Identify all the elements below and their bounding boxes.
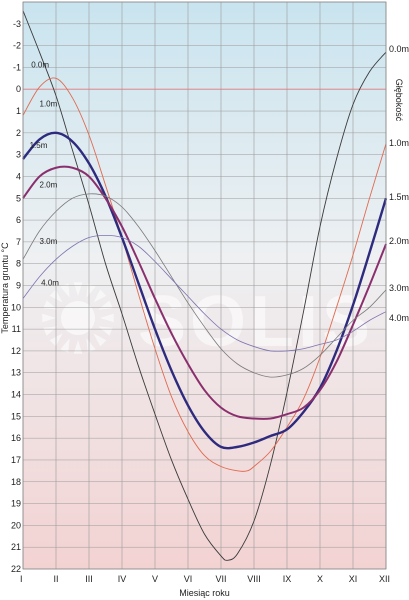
watermark-sun-icon (42, 282, 114, 354)
plot-frame (22, 1, 387, 570)
y-tick-label: 11 (12, 324, 21, 334)
y-tick-label: 6 (16, 215, 21, 225)
x-tick-label: V (152, 574, 158, 584)
curve-label-1-5m: 1.5m (30, 141, 48, 150)
x-tick-label: I (20, 574, 23, 584)
x-axis-ticks: I II III IV V VI VII VIII IX X XI XII (20, 574, 390, 584)
series-layer (22, 10, 388, 561)
y-tick-label: 17 (11, 455, 21, 465)
y-tick-label: 21 (11, 542, 21, 552)
y-tick-label: -3 (13, 19, 21, 29)
series-line-4-0m (22, 234, 387, 352)
x-tick-label: VIII (247, 574, 261, 584)
curve-label-2-0m: 2.0m (40, 180, 58, 189)
curve-labels: 0.0m 1.0m 1.5m 2.0m 3.0m 4.0m (30, 60, 60, 287)
series-line-2-0m (22, 165, 387, 420)
y-tick-label: 14 (11, 390, 21, 400)
y-tick-label: 8 (16, 259, 21, 269)
y-tick-label: 7 (16, 237, 21, 247)
curve-label-1-0m: 1.0m (40, 100, 58, 109)
x-tick-label: XI (349, 574, 358, 584)
y-tick-label: -1 (13, 62, 21, 72)
series-line-0-0m (22, 10, 387, 561)
y-axis-ticks: -3-2-10123456789101112131415161718192021… (11, 19, 21, 574)
x-tick-label: XII (379, 574, 390, 584)
y-tick-label: 9 (16, 281, 21, 291)
y-tick-label: -2 (13, 41, 21, 51)
x-axis-title: Miesiąc roku (179, 588, 230, 598)
y-tick-label: 0 (16, 84, 21, 94)
y-tick-label: 10 (11, 302, 21, 312)
y-tick-label: 3 (16, 150, 21, 160)
y-axis-title: Temperatura gruntu °C (0, 242, 10, 334)
depth-label: 2.0m (389, 236, 409, 246)
y-tick-label: 5 (16, 193, 21, 203)
x-tick-label: VII (215, 574, 226, 584)
depth-label: 1.5m (389, 192, 409, 202)
depth-label: 1.0m (389, 138, 409, 148)
y-tick-label: 19 (11, 499, 21, 509)
y-tick-label: 4 (16, 171, 21, 181)
depth-label: 3.0m (389, 283, 409, 293)
depth-label: 4.0m (389, 313, 409, 323)
y-tick-label: 2 (16, 128, 21, 138)
x-tick-label: IX (283, 574, 292, 584)
y-tick-label: 18 (11, 477, 21, 487)
x-tick-label: X (317, 574, 323, 584)
y-tick-label: 12 (11, 346, 21, 356)
x-tick-label: IV (118, 574, 127, 584)
depth-label: 0.0m (389, 44, 409, 54)
y-tick-label: 15 (11, 411, 21, 421)
curve-label-3-0m: 3.0m (40, 237, 58, 246)
y-tick-label: 20 (11, 520, 21, 530)
y-tick-label: 22 (11, 564, 21, 574)
y-tick-label: 1 (16, 106, 21, 116)
curve-label-4-0m: 4.0m (41, 279, 59, 288)
x-tick-label: VI (184, 574, 193, 584)
series-line-1-5m (22, 131, 388, 450)
y-tick-label: 16 (11, 433, 21, 443)
y-tick-label: 13 (11, 368, 21, 378)
depth-labels: 0.0m 1.0m 1.5m 2.0m 3.0m 4.0m (389, 44, 409, 323)
watermark-text: SOLIS (138, 282, 374, 362)
x-tick-label: II (53, 574, 58, 584)
x-tick-label: III (85, 574, 93, 584)
series-line-3-0m (22, 193, 387, 378)
curve-label-0-0m: 0.0m (31, 60, 49, 69)
depth-axis-title: Głębokość (394, 79, 404, 122)
